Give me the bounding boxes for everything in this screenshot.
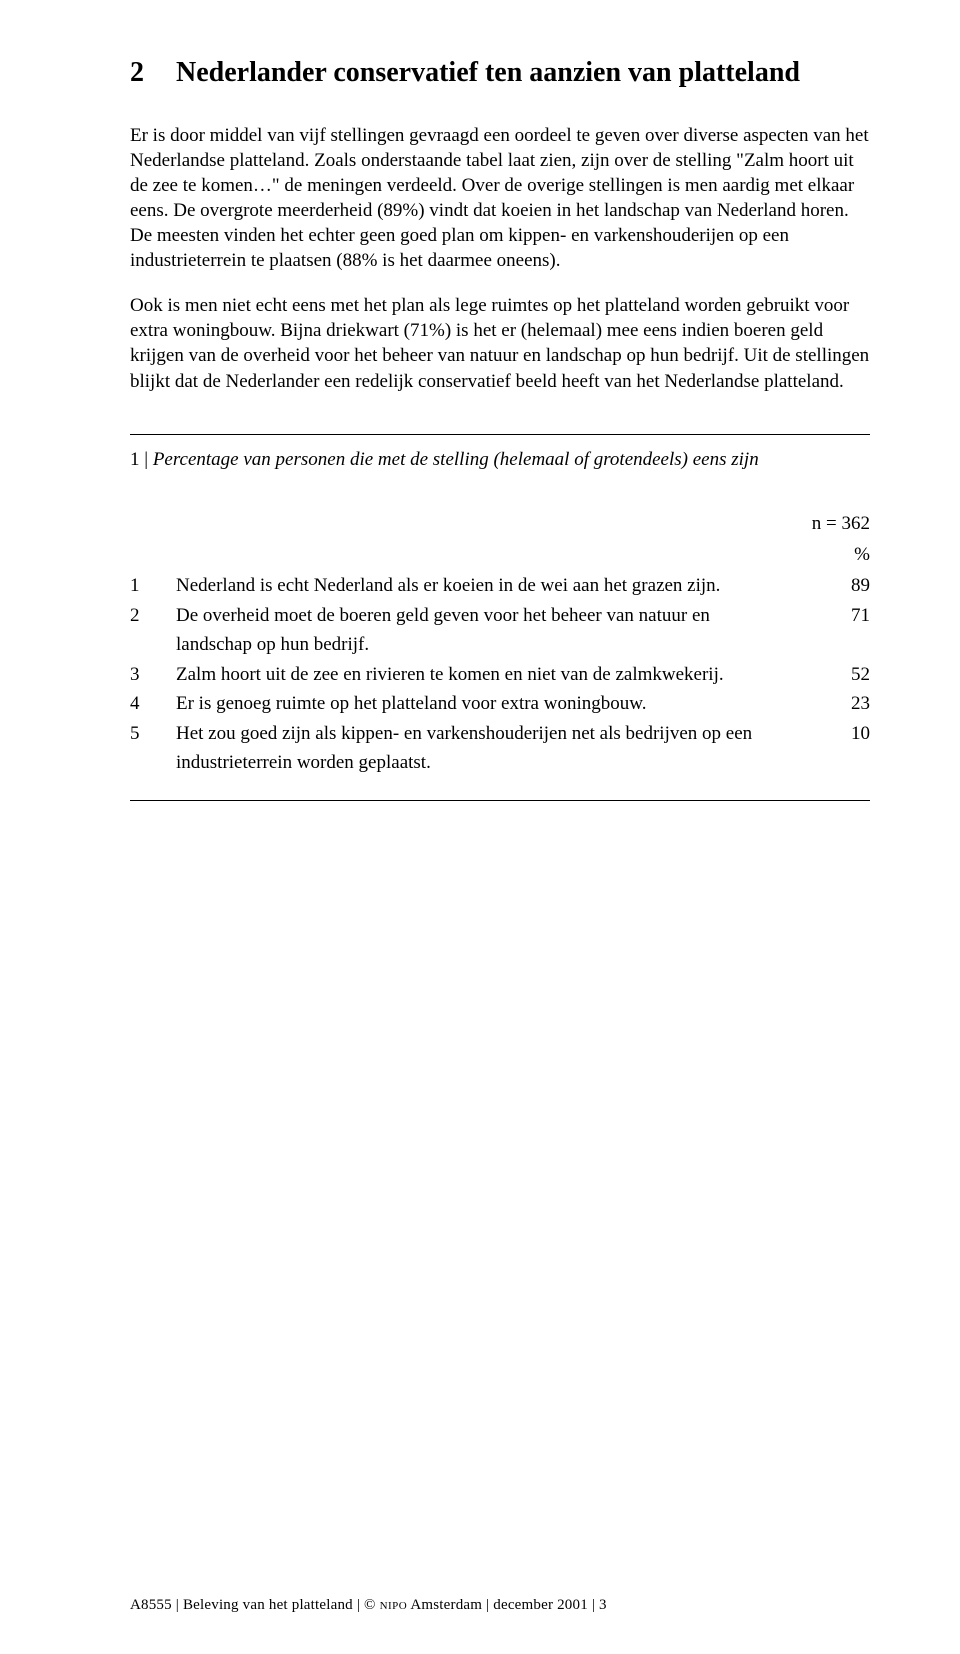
table-row-text: Het zou goed zijn als kippen- en varkens…: [176, 719, 800, 778]
page-footer: A8555 | Beleving van het platteland | © …: [130, 1597, 607, 1614]
table-row-num: 2: [130, 601, 176, 660]
footer-copyright: ©: [364, 1597, 376, 1613]
table-row-text: Nederland is echt Nederland als er koeie…: [176, 571, 800, 600]
table-caption-text: Percentage van personen die met de stell…: [153, 449, 759, 470]
paragraph-2: Ook is men niet echt eens met het plan a…: [130, 293, 870, 393]
page: 2 Nederlander conservatief ten aanzien v…: [0, 0, 960, 1654]
table-row-val: 71: [800, 601, 870, 660]
table-row: 1 Nederland is echt Nederland als er koe…: [130, 571, 870, 600]
table-body: 1 Nederland is echt Nederland als er koe…: [130, 571, 870, 777]
data-table: n = 362 % 1 Nederland is echt Nederland …: [130, 509, 870, 778]
table-row-val: 10: [800, 719, 870, 778]
paragraph-1: Er is door middel van vijf stellingen ge…: [130, 123, 870, 273]
table-row-val: 23: [800, 689, 870, 718]
table-header-blank-1: [130, 509, 176, 540]
section-title: Nederlander conservatief ten aanzien van…: [176, 58, 800, 89]
table-row-text: De overheid moet de boeren geld geven vo…: [176, 601, 800, 660]
footer-code: A8555: [130, 1597, 172, 1613]
footer-org: nipo: [380, 1597, 408, 1613]
table-header-blank-3: [130, 540, 176, 571]
footer-place: Amsterdam: [410, 1597, 482, 1613]
section-header: 2 Nederlander conservatief ten aanzien v…: [130, 58, 870, 89]
table-header-percent: %: [800, 540, 870, 571]
table-row-num: 1: [130, 571, 176, 600]
table-row-num: 5: [130, 719, 176, 778]
table-row: 2 De overheid moet de boeren geld geven …: [130, 601, 870, 660]
footer-date: december 2001: [493, 1597, 588, 1613]
table-row: 4 Er is genoeg ruimte op het platteland …: [130, 689, 870, 718]
table-row: 5 Het zou goed zijn als kippen- en varke…: [130, 719, 870, 778]
footer-sep: |: [353, 1597, 364, 1613]
table-caption: 1 | Percentage van personen die met de s…: [130, 449, 870, 471]
table-rule-top: [130, 434, 870, 435]
table-row-val: 89: [800, 571, 870, 600]
table-row-num: 4: [130, 689, 176, 718]
section-number: 2: [130, 58, 176, 89]
table-row: 3 Zalm hoort uit de zee en rivieren te k…: [130, 660, 870, 689]
table-row-num: 3: [130, 660, 176, 689]
footer-title: Beleving van het platteland: [183, 1597, 353, 1613]
table-row-val: 52: [800, 660, 870, 689]
footer-sep: |: [482, 1597, 493, 1613]
footer-sep: |: [172, 1597, 183, 1613]
table-header-blank-4: [176, 540, 800, 571]
table-container: n = 362 % 1 Nederland is echt Nederland …: [130, 509, 870, 778]
table-row-text: Zalm hoort uit de zee en rivieren te kom…: [176, 660, 800, 689]
footer-sep: |: [588, 1597, 599, 1613]
table-caption-prefix: 1 |: [130, 449, 153, 470]
table-header-blank-2: [176, 509, 800, 540]
table-row-text: Er is genoeg ruimte op het platteland vo…: [176, 689, 800, 718]
footer-page: 3: [599, 1597, 607, 1613]
table-header-n: n = 362: [800, 509, 870, 540]
table-rule-bottom: [130, 800, 870, 801]
